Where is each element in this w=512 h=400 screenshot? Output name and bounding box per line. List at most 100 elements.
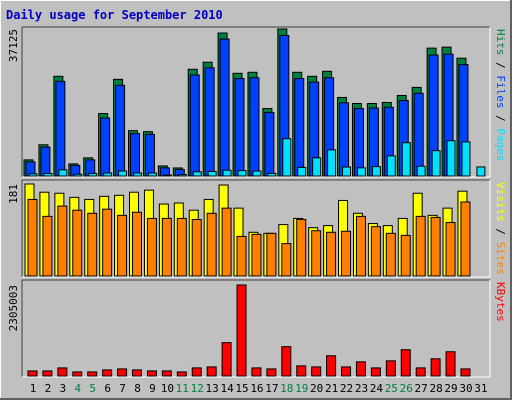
bar <box>355 361 366 377</box>
legend: Visits / Sites <box>494 182 507 275</box>
bar <box>27 370 38 377</box>
bar <box>115 84 126 177</box>
bar <box>73 173 83 177</box>
chart-title: Daily usage for September 2010 <box>6 8 223 22</box>
bar <box>339 102 350 177</box>
bar <box>445 222 456 277</box>
bar <box>117 214 128 277</box>
bar <box>460 201 471 277</box>
x-tick-label: 15 <box>235 382 248 395</box>
legend-entry: Sites <box>494 242 507 275</box>
bar <box>207 170 217 177</box>
bar <box>368 107 379 177</box>
bar <box>264 111 275 177</box>
bar <box>130 133 141 177</box>
bar <box>296 218 307 277</box>
bar <box>144 133 155 177</box>
legend-separator: / <box>494 222 507 242</box>
bar <box>266 232 277 277</box>
legend: KBytes <box>494 282 507 322</box>
bar <box>311 366 322 377</box>
y-tick-label: 2305003 <box>7 285 20 331</box>
x-tick-label: 1 <box>30 382 37 395</box>
bar <box>266 368 277 377</box>
bar <box>371 166 381 177</box>
x-tick-label: 7 <box>119 382 126 395</box>
x-tick-label: 5 <box>89 382 96 395</box>
bar <box>176 217 187 277</box>
bar <box>282 138 292 177</box>
bar <box>400 234 411 277</box>
bar <box>252 170 262 177</box>
x-tick-label: 3 <box>60 382 67 395</box>
x-tick-label: 6 <box>104 382 111 395</box>
x-tick-label: 24 <box>370 382 384 395</box>
bar <box>206 366 217 377</box>
bar <box>72 209 83 277</box>
bar <box>249 77 260 177</box>
x-tick-label: 19 <box>295 382 308 395</box>
bar <box>415 215 426 277</box>
bar <box>55 80 66 177</box>
x-tick-label: 29 <box>444 382 457 395</box>
bar <box>57 367 68 377</box>
bar <box>162 174 172 177</box>
legend-separator: / <box>494 56 507 76</box>
bar <box>72 371 83 377</box>
bar <box>88 172 98 177</box>
x-tick-label: 16 <box>250 382 263 395</box>
bar <box>177 174 187 177</box>
bar <box>236 284 247 377</box>
bar <box>326 355 337 377</box>
bar <box>42 370 53 377</box>
x-tick-label: 12 <box>191 382 204 395</box>
bar <box>103 172 113 177</box>
bar <box>204 67 215 177</box>
bar <box>327 149 337 177</box>
bar <box>342 166 352 177</box>
panel-frame <box>21 179 490 277</box>
bar <box>40 146 51 177</box>
panel-frame <box>22 180 491 278</box>
bar <box>147 172 157 177</box>
x-tick-label: 17 <box>265 382 278 395</box>
bar <box>176 371 187 377</box>
bar <box>219 38 230 177</box>
x-tick-label: 25 <box>385 382 398 395</box>
legend-entry: Pages <box>494 128 507 161</box>
bar <box>191 367 202 377</box>
x-tick-label: 27 <box>415 382 428 395</box>
legend-entry: Files <box>494 75 507 108</box>
bar <box>400 349 411 377</box>
bar <box>385 232 396 277</box>
bar <box>192 171 202 177</box>
bar <box>294 78 305 177</box>
bar <box>356 167 366 177</box>
bar <box>430 216 441 277</box>
bar <box>222 169 232 177</box>
x-tick-label: 8 <box>134 382 141 395</box>
bar <box>146 370 157 377</box>
bar <box>28 173 38 177</box>
legend-separator: / <box>494 109 507 129</box>
bar <box>430 358 441 377</box>
bar <box>118 170 128 177</box>
y-tick-label: 181 <box>7 184 20 204</box>
bar <box>161 217 172 277</box>
bar <box>191 218 202 277</box>
legend-entry: Hits <box>494 29 507 56</box>
bar <box>57 205 68 277</box>
x-tick-label: 18 <box>280 382 293 395</box>
bar <box>386 155 396 177</box>
bar <box>117 368 128 377</box>
legend-entry: Visits <box>494 182 507 222</box>
x-tick-label: 11 <box>176 382 189 395</box>
x-tick-label: 21 <box>325 382 338 395</box>
panel-frame <box>21 26 490 177</box>
bar <box>251 233 262 277</box>
bar <box>27 198 38 277</box>
bar <box>221 342 232 377</box>
bar <box>341 230 352 277</box>
panel-frame <box>22 280 491 378</box>
